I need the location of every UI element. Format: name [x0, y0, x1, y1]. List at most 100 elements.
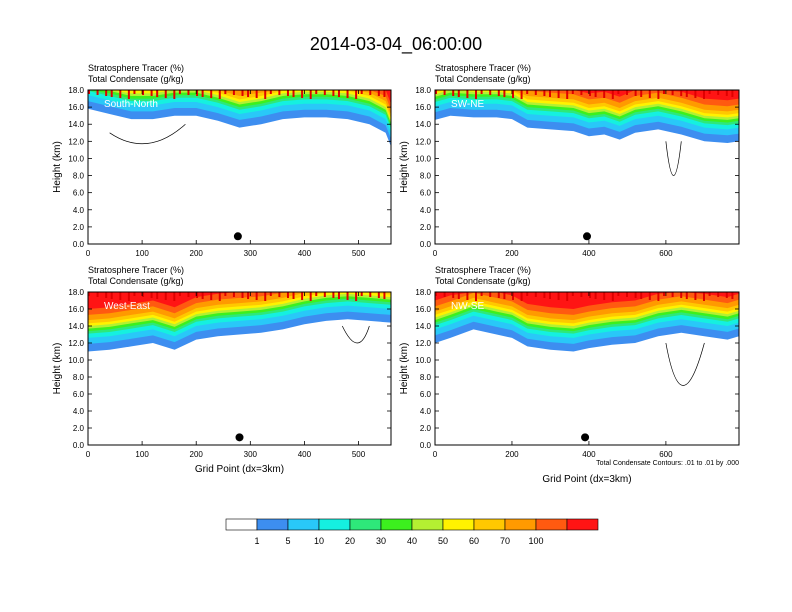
x-tick-label: 400 — [298, 450, 312, 459]
tracer-streak — [88, 292, 90, 296]
x-tick-label: 400 — [582, 249, 596, 258]
tracer-streak — [603, 292, 606, 300]
colorbar-swatch — [566, 518, 599, 531]
tracer-streak — [489, 292, 492, 297]
y-tick-label: 16.0 — [415, 305, 431, 314]
tracer-streak — [286, 90, 289, 96]
y-tick-label: 14.0 — [68, 120, 84, 129]
plot-area — [435, 90, 739, 244]
tracer-streak — [543, 292, 546, 298]
tracer-streak — [309, 90, 312, 99]
tracer-streak — [278, 90, 281, 95]
tracer-streak — [337, 292, 340, 299]
x-tick-label: 400 — [582, 450, 596, 459]
tracer-streak — [648, 90, 651, 98]
panel-south-north: South-North Stratosphere Tracer (%)Total … — [52, 63, 392, 258]
plot-area — [435, 292, 739, 445]
tracer-streak — [663, 90, 665, 94]
tracer-streak — [156, 90, 159, 97]
tracer-streak — [648, 292, 651, 300]
tracer-streak — [332, 90, 335, 96]
tracer-streak — [178, 90, 181, 94]
y-tick-label: 8.0 — [73, 172, 85, 181]
tracer-streak — [264, 90, 267, 99]
colorbar-swatch — [318, 518, 351, 531]
y-tick-label: 16.0 — [68, 305, 84, 314]
y-tick-label: 14.0 — [68, 322, 84, 331]
tracer-streak — [173, 292, 176, 301]
tracer-streak — [435, 90, 437, 94]
condensate-contour — [665, 342, 705, 386]
tracer-layer — [88, 90, 391, 115]
x-axis-label: Grid Point (dx=3km) — [542, 474, 631, 485]
tracer-streak — [497, 90, 500, 96]
tracer-streak — [178, 292, 181, 296]
colorbar-label: 40 — [407, 536, 417, 546]
tracer-streak — [549, 90, 551, 97]
y-tick-label: 6.0 — [73, 390, 85, 399]
y-tick-label: 10.0 — [415, 356, 431, 365]
tracer-layer — [435, 90, 739, 112]
tracer-streak — [323, 90, 326, 95]
y-tick-label: 12.0 — [68, 339, 84, 348]
tracer-streak — [119, 292, 122, 300]
y-tick-label: 2.0 — [73, 424, 85, 433]
y-tick-label: 0.0 — [420, 240, 432, 249]
tracer-streak — [694, 90, 697, 98]
tracer-streak — [224, 90, 227, 94]
panel-title-tracer: Stratosphere Tracer (%) — [88, 63, 184, 73]
panel-sw-ne: SW-NE Stratosphere Tracer (%)Total Conden… — [399, 63, 740, 258]
tracer-streak — [626, 292, 628, 297]
panel-label: South-North — [104, 99, 158, 110]
y-axis-label: Height (km) — [399, 343, 410, 395]
tracer-streak — [105, 292, 108, 298]
tracer-streak — [725, 292, 728, 298]
tracer-streak — [383, 292, 386, 299]
y-tick-label: 18.0 — [415, 288, 431, 297]
tracer-streak — [557, 292, 560, 300]
tracer-streak — [377, 90, 380, 96]
tracer-streak — [543, 90, 546, 96]
x-tick-label: 200 — [190, 249, 204, 258]
y-tick-label: 18.0 — [415, 86, 431, 95]
tracer-streak — [247, 292, 250, 299]
tracer-streak — [355, 292, 358, 301]
panel-title-tracer: Stratosphere Tracer (%) — [435, 265, 531, 275]
tracer-streak — [201, 90, 204, 97]
tracer-streak — [96, 292, 99, 297]
tracer-streak — [105, 90, 108, 96]
tracer-streak — [680, 90, 683, 96]
plot-frame — [434, 291, 740, 446]
tracer-streak — [526, 90, 529, 94]
tracer-streak — [452, 292, 455, 298]
tracer-streak — [210, 90, 213, 98]
colorbar-swatch — [225, 518, 258, 531]
tracer-streak — [346, 90, 349, 98]
tracer-streak — [332, 292, 335, 298]
tracer-streak — [150, 90, 153, 96]
y-tick-label: 6.0 — [420, 390, 432, 399]
storm-marker — [581, 433, 590, 442]
y-tick-label: 18.0 — [68, 86, 84, 95]
tracer-streak — [224, 292, 227, 296]
tracer-streak — [96, 90, 99, 95]
panel-label: SW-NE — [451, 99, 484, 110]
tracer-streak — [315, 292, 318, 296]
y-tick-label: 12.0 — [415, 339, 431, 348]
y-tick-label: 14.0 — [415, 120, 431, 129]
tracer-streak — [232, 90, 235, 95]
tracer-streak — [571, 90, 574, 94]
tracer-streak — [671, 292, 674, 297]
y-tick-label: 14.0 — [415, 322, 431, 331]
tracer-streak — [164, 90, 167, 98]
x-tick-label: 500 — [352, 249, 366, 258]
y-tick-label: 12.0 — [68, 137, 84, 146]
tracer-streak — [503, 292, 506, 299]
x-tick-label: 300 — [244, 249, 258, 258]
tracer-streak — [725, 90, 728, 96]
tracer-streak — [717, 90, 720, 95]
colorbar-label: 1 — [254, 536, 259, 546]
contour-note: Total Condensate Contours: .01 to .01 by… — [596, 460, 739, 467]
tracer-streak — [617, 90, 620, 94]
